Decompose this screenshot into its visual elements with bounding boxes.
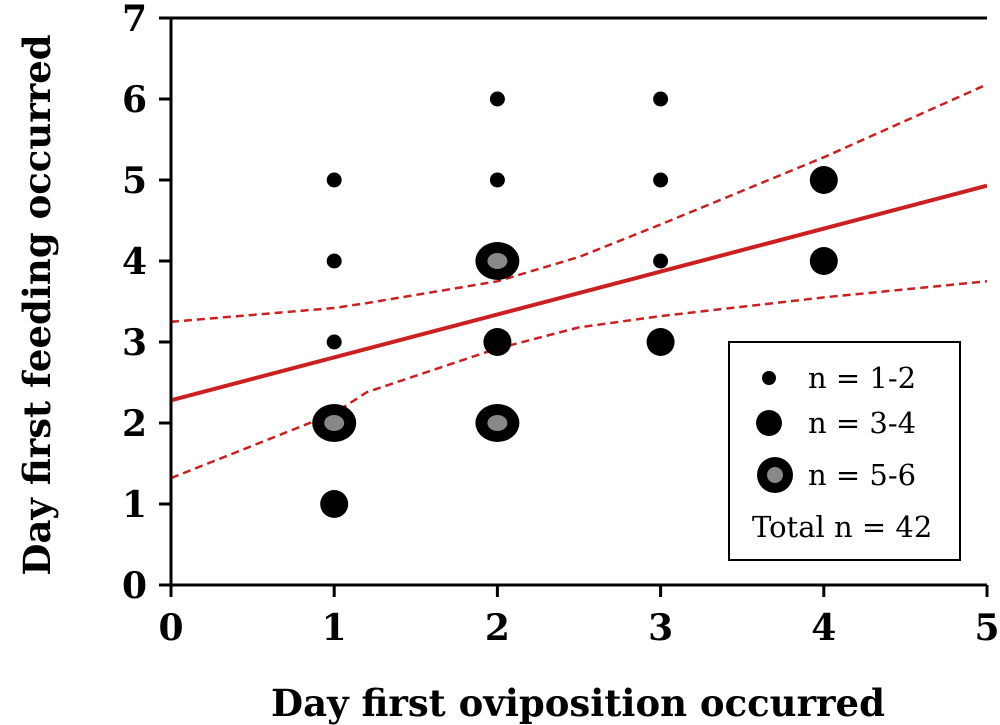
data-point-medium (483, 328, 512, 356)
tick-labels: 0 1 2 3 4 5 0 1 2 3 4 5 6 7 (122, 0, 1000, 649)
legend-marker-small (762, 371, 776, 385)
y-tick-label: 3 (122, 322, 147, 364)
x-tick-label: 0 (158, 607, 183, 649)
data-point-small (489, 91, 505, 107)
legend-label-large: n = 5-6 (808, 458, 916, 492)
data-point-medium (320, 490, 349, 518)
legend-marker-medium (756, 410, 782, 436)
y-tick-label: 4 (122, 241, 147, 283)
x-tick-label: 4 (811, 607, 836, 649)
y-tick-label: 5 (122, 160, 147, 202)
legend-label-small: n = 1-2 (808, 361, 916, 395)
data-point-medium (646, 328, 675, 356)
regression-line (171, 183, 987, 403)
ci-upper-line (171, 83, 987, 324)
data-point-small (326, 253, 342, 269)
data-point-large-center (487, 253, 508, 269)
data-point-small (489, 172, 505, 188)
legend: n = 1-2 n = 3-4 n = 5-6 Total n = 42 (728, 341, 961, 561)
y-tick-label: 1 (122, 484, 147, 526)
x-tick-label: 5 (974, 607, 999, 649)
data-point-small (326, 172, 342, 188)
data-point-small (653, 253, 669, 269)
x-tick-label: 2 (485, 607, 510, 649)
x-axis-title: Day first oviposition occurred (271, 681, 885, 725)
data-point-large-center (324, 415, 345, 431)
data-point-small (653, 172, 669, 188)
data-point-medium (809, 166, 838, 194)
x-tick-label: 3 (648, 607, 673, 649)
data-point-small (653, 91, 669, 107)
axes (159, 16, 989, 597)
legend-total: Total n = 42 (752, 510, 932, 544)
y-tick-label: 6 (122, 79, 147, 121)
y-tick-label: 2 (122, 403, 147, 445)
y-tick-label: 7 (122, 0, 147, 40)
data-point-small (326, 334, 342, 350)
legend-marker-large-inner (767, 467, 783, 483)
y-tick-label: 0 (122, 565, 147, 607)
data-point-medium (809, 247, 838, 275)
y-axis-title: Day first feeding occurred (15, 34, 59, 575)
legend-label-medium: n = 3-4 (808, 406, 916, 440)
x-tick-label: 1 (322, 607, 347, 649)
data-points (312, 91, 838, 518)
data-point-large-center (487, 415, 508, 431)
regression-layer (171, 183, 987, 403)
